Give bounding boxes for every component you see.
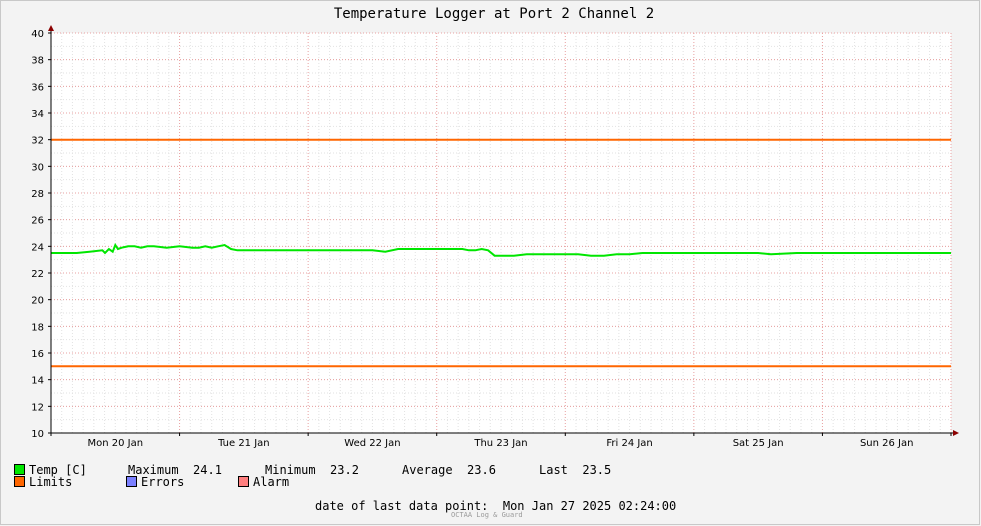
maximum-stat: Maximum 24.1 <box>128 463 222 477</box>
x-axis-arrow <box>953 430 959 436</box>
legend-limits: Limits <box>14 475 72 489</box>
limits-swatch <box>14 476 25 487</box>
y-tick-label: 32 <box>31 136 44 147</box>
last-stat: Last 23.5 <box>539 463 611 477</box>
average-stat: Average 23.6 <box>402 463 496 477</box>
date-value: Mon Jan 27 2025 02:24:00 <box>502 499 677 513</box>
legend-row-1: Temp [C] <box>14 463 87 477</box>
date-label: date of last data point: <box>315 499 489 513</box>
maximum-label: Maximum <box>128 463 179 477</box>
legend-errors-label: Errors <box>141 475 185 489</box>
temp-swatch <box>14 464 25 475</box>
chart-title: Temperature Logger at Port 2 Channel 2 <box>334 6 654 22</box>
legend-limits-label: Limits <box>29 475 73 489</box>
x-tick-label: Sun 26 Jan <box>860 438 914 449</box>
legend-alarm-label: Alarm <box>253 475 290 489</box>
minimum-stat: Minimum 23.2 <box>265 463 359 477</box>
y-tick-label: 28 <box>31 189 44 200</box>
legend-temp-label: Temp [C] <box>29 463 87 477</box>
x-tick-label: Mon 20 Jan <box>87 438 143 449</box>
average-label: Average <box>402 463 453 477</box>
y-axis-arrow <box>48 25 54 31</box>
axes <box>48 25 959 436</box>
errors-swatch <box>126 476 137 487</box>
y-tick-label: 30 <box>31 162 44 173</box>
last-value: 23.5 <box>582 463 612 477</box>
y-tick-label: 12 <box>31 402 44 413</box>
y-tick-label: 24 <box>31 242 44 253</box>
y-tick-label: 20 <box>31 296 44 307</box>
y-tick-label: 40 <box>31 29 44 40</box>
y-tick-label: 14 <box>31 376 44 387</box>
legend-errors: Errors <box>126 475 184 489</box>
x-tick-label: Sat 25 Jan <box>733 438 784 449</box>
last-label: Last <box>539 463 568 477</box>
x-tick-label: Tue 21 Jan <box>217 438 270 449</box>
y-tick-label: 26 <box>31 216 44 227</box>
y-tick-label: 10 <box>31 429 44 440</box>
x-tick-label: Wed 22 Jan <box>344 438 400 449</box>
axis-ticks: 10 12 14 16 18 20 22 24 26 28 30 32 34 36 38 40 Mon 20 J… <box>31 29 952 449</box>
y-tick-label: 22 <box>31 269 44 280</box>
y-tick-label: 18 <box>31 322 44 333</box>
watermark: OCTAA Log & Guard <box>451 511 523 519</box>
maximum-value: 24.1 <box>193 463 222 477</box>
last-data-point: date of last data point: Mon Jan 27 2025… <box>315 499 676 513</box>
average-value: 23.6 <box>467 463 496 477</box>
y-tick-label: 38 <box>31 56 44 67</box>
y-tick-label: 34 <box>31 109 44 120</box>
series-line <box>51 242 951 257</box>
x-tick-label: Fri 24 Jan <box>606 438 652 449</box>
y-tick-label: 36 <box>31 82 44 93</box>
legend-alarm: Alarm <box>238 475 289 489</box>
y-tick-label: 16 <box>31 349 44 360</box>
data-series <box>51 138 951 368</box>
alarm-swatch <box>238 476 249 487</box>
x-tick-label: Thu 23 Jan <box>473 438 527 449</box>
minimum-value: 23.2 <box>330 463 359 477</box>
minimum-label: Minimum <box>265 463 316 477</box>
